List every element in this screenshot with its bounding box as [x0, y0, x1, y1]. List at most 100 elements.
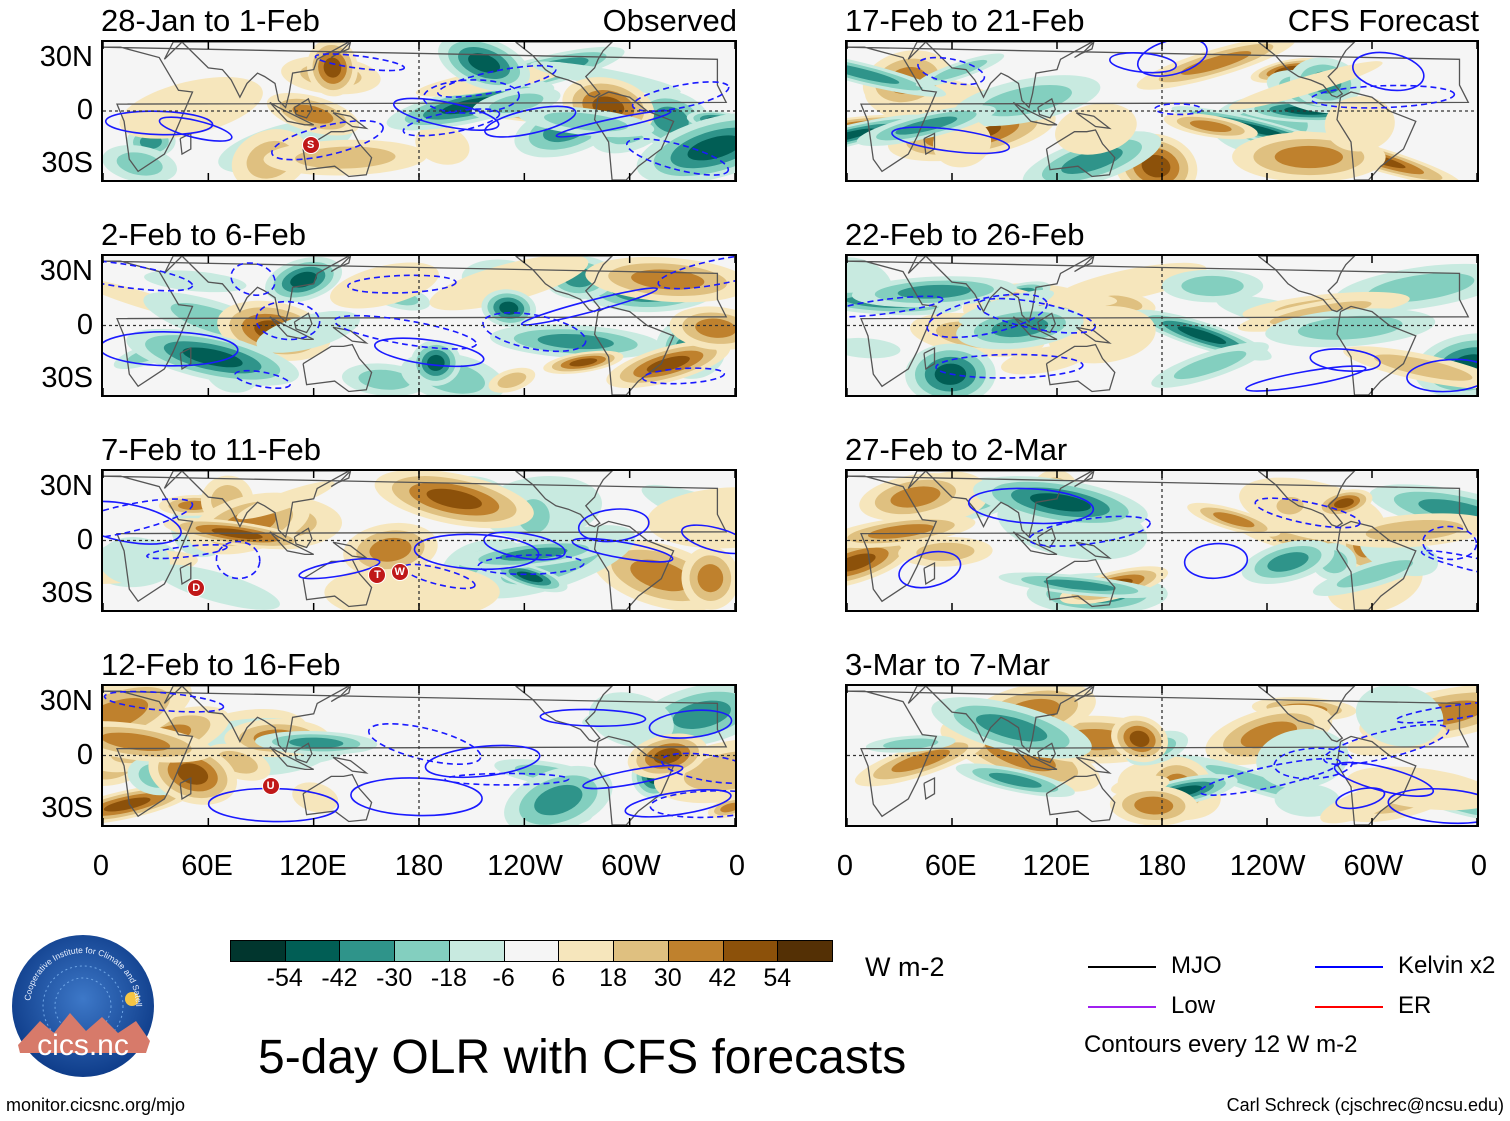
olr-negative-anomaly: [847, 337, 901, 359]
olr-positive-anomaly: [429, 256, 589, 311]
olr-negative-anomaly: [1173, 350, 1247, 380]
coastline: [1075, 756, 1112, 774]
kelvin-contour: [1136, 42, 1208, 77]
x-tick-label: 0: [92, 850, 110, 882]
olr-negative-anomaly: [988, 772, 1042, 788]
olr-positive-anomaly: [1134, 796, 1174, 815]
olr-positive-anomaly: [103, 797, 151, 812]
kelvin-contour: [631, 81, 730, 112]
y-tick-label: 30N: [39, 469, 93, 502]
coastline: [923, 347, 936, 370]
olr-negative-anomaly: [1205, 765, 1305, 799]
olr-negative-anomaly: [256, 310, 360, 353]
kelvin-contour: [1422, 525, 1477, 561]
kelvin-contour: [967, 487, 1095, 525]
legend-label: Low: [1171, 992, 1216, 1019]
x-tick-label: 60W: [1343, 850, 1404, 882]
storm-marker: W: [390, 563, 409, 582]
kelvin-contour: [648, 709, 733, 739]
olr-map-panel: [845, 469, 1479, 612]
coastline: [515, 42, 614, 98]
kelvin-contour: [1420, 549, 1477, 580]
olr-positive-anomaly: [631, 269, 705, 290]
olr-negative-anomaly: [847, 128, 875, 144]
coastline: [269, 316, 314, 341]
kelvin-contour: [103, 259, 194, 292]
kelvin-contour: [271, 119, 384, 161]
coastline: [847, 260, 1470, 388]
legend-line: [1088, 1006, 1156, 1008]
x-tick-label: 0: [1470, 850, 1488, 882]
kelvin-contour: [539, 708, 647, 727]
x-tick-label: 180: [394, 850, 444, 882]
olr-positive-anomaly: [119, 77, 263, 139]
olr-negative-anomaly: [1177, 326, 1227, 345]
colorbar-label: -18: [430, 964, 467, 992]
coastline: [330, 256, 352, 273]
olr-map-panel: U: [101, 684, 737, 827]
kelvin-contour: [649, 789, 735, 819]
kelvin-contour: [347, 274, 457, 294]
olr-positive-anomaly: [330, 262, 439, 309]
coastline: [103, 475, 728, 603]
olr-negative-anomaly: [991, 317, 1049, 338]
coastline: [293, 97, 313, 119]
olr-negative-anomaly: [116, 152, 163, 176]
olr-positive-anomaly: [369, 537, 412, 562]
coastline: [302, 129, 373, 178]
colorbar-label: 54: [763, 964, 792, 992]
main-title: 5-day OLR with CFS forecasts: [258, 1031, 907, 1084]
coastline: [179, 347, 192, 370]
olr-negative-anomaly: [1274, 783, 1341, 817]
coastline: [1075, 112, 1112, 130]
colorbar-swatch: [503, 940, 560, 962]
kelvin-contour: [926, 293, 1048, 339]
storm-marker: T: [368, 565, 387, 584]
panel-period: 28-Jan to 1-Feb: [101, 3, 320, 38]
coastline: [293, 742, 313, 764]
olr-positive-anomaly: [236, 481, 335, 520]
kelvin-contour: [555, 109, 672, 138]
legend-line: [1315, 966, 1383, 968]
olr-positive-anomaly: [103, 732, 171, 752]
kelvin-contour: [1154, 103, 1203, 116]
olr-positive-anomaly: [1129, 730, 1150, 748]
coastline: [593, 735, 675, 825]
colorbar-label: 30: [653, 964, 682, 992]
kelvin-contour: [367, 722, 482, 765]
coastline: [1336, 520, 1417, 610]
kelvin-contour: [582, 764, 684, 790]
kelvin-contour: [641, 367, 726, 385]
olr-negative-anomaly: [182, 347, 243, 368]
kelvin-contour: [413, 533, 540, 571]
kelvin-contour: [146, 543, 228, 560]
x-tick-label: 60E: [181, 850, 233, 882]
colorbar-swatch: [339, 940, 396, 962]
kelvin-contour: [1387, 787, 1477, 825]
olr-negative-anomaly: [427, 354, 445, 371]
coastline: [907, 471, 1093, 539]
olr-map-panel: [845, 254, 1479, 397]
olr-positive-anomaly: [1213, 512, 1255, 528]
kelvin-contour: [680, 524, 735, 555]
credit: Carl Schreck (cjschrec@ncsu.edu): [1226, 1095, 1504, 1115]
olr-positive-anomaly: [1141, 154, 1171, 178]
kelvin-contour: [314, 53, 406, 72]
colorbar-swatch: [613, 940, 669, 962]
coastline: [1045, 558, 1116, 608]
coastline: [332, 756, 369, 774]
kelvin-contour: [392, 97, 500, 131]
kelvin-contour: [158, 116, 233, 142]
coastline: [330, 471, 352, 488]
coastline: [1012, 746, 1058, 771]
kelvin-contour: [935, 353, 1084, 379]
colorbar-swatch: [284, 940, 341, 962]
coastline: [1037, 527, 1057, 549]
kelvin-contour: [1183, 542, 1249, 580]
olr-positive-anomaly: [1276, 496, 1304, 515]
olr-positive-anomaly: [569, 358, 598, 367]
legend-label: Kelvin x2: [1398, 952, 1496, 979]
kelvin-contour: [520, 287, 658, 326]
coastline: [1336, 91, 1417, 180]
kelvin-contour: [103, 498, 194, 541]
